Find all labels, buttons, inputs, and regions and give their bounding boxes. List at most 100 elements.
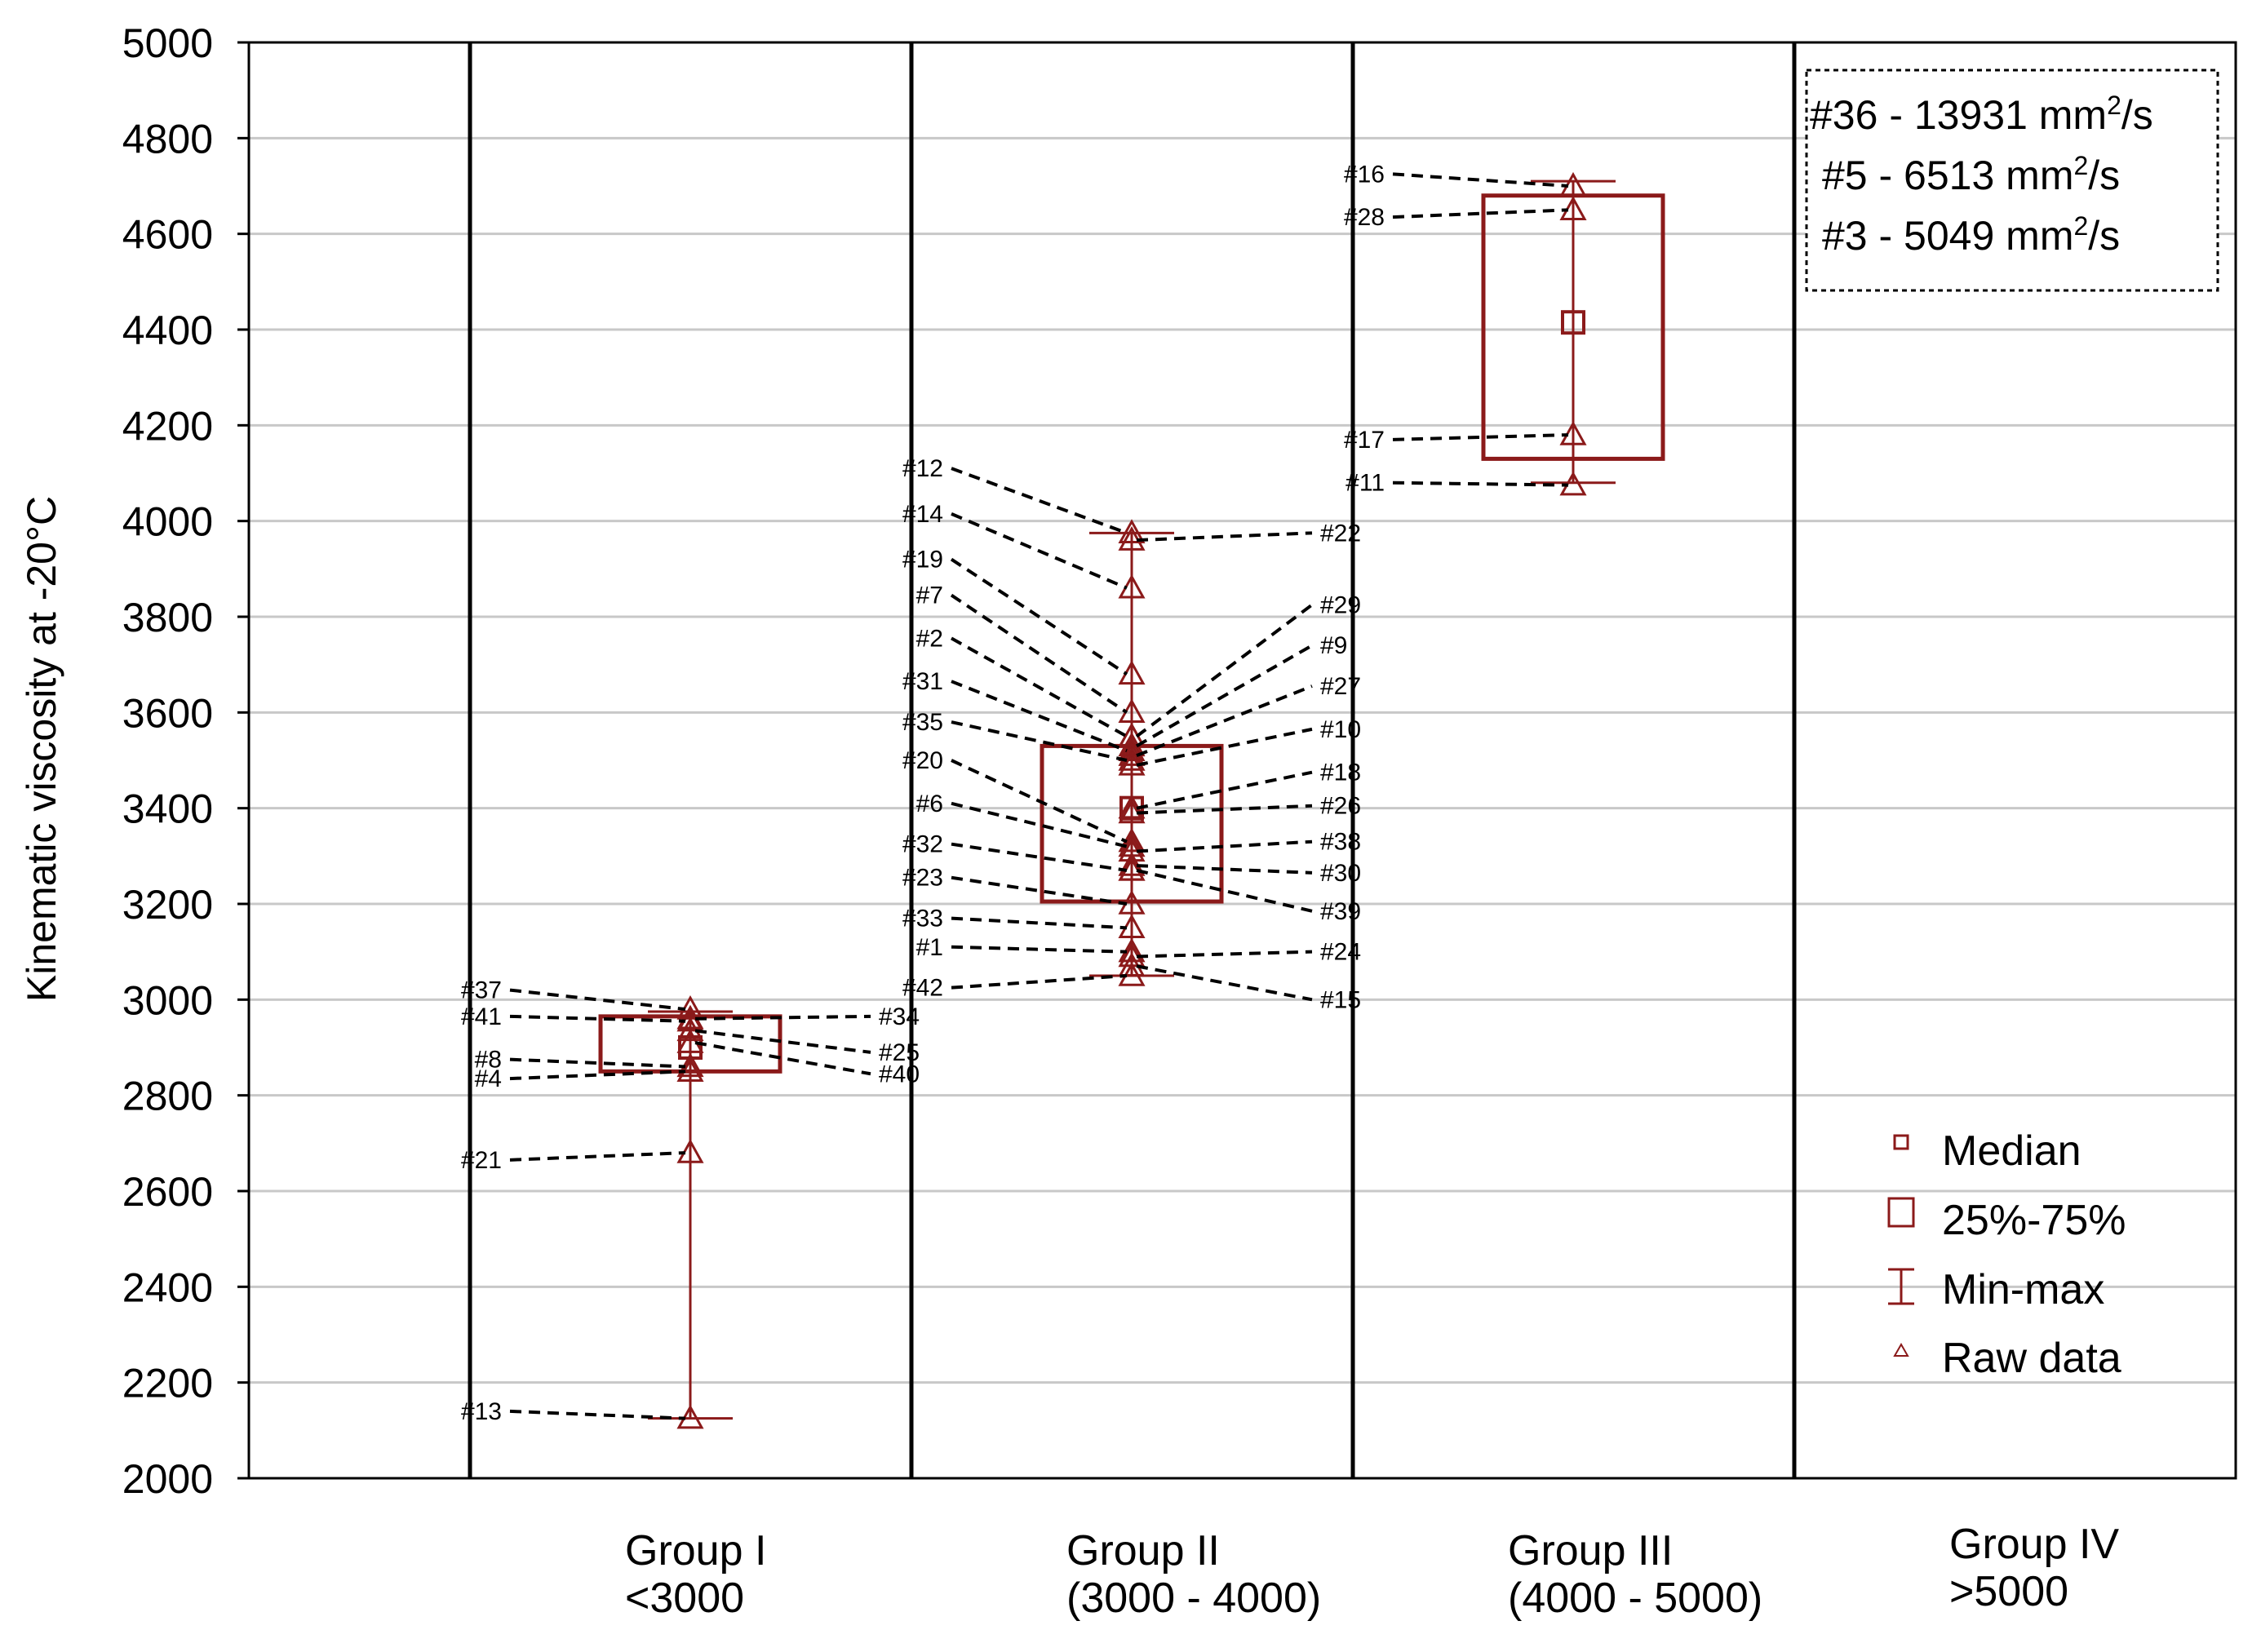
annotation-line: #5 - 6513 mm2/s	[1822, 151, 2120, 198]
y-axis-label: Kinematic viscosity at -20°C	[19, 496, 64, 1002]
leader-line	[509, 1070, 686, 1081]
raw-data-label: #4	[475, 1065, 502, 1092]
y-tick-label: 3800	[122, 595, 213, 640]
median-marker	[1561, 310, 1585, 335]
leader-line	[1136, 868, 1313, 913]
plot-frame	[247, 41, 2237, 1480]
annotation-unit: /s	[2121, 92, 2153, 138]
leader-line	[951, 875, 1128, 906]
y-tick-label: 2600	[122, 1169, 213, 1215]
raw-data-label: #23	[902, 865, 943, 892]
leader-line	[1136, 964, 1313, 1002]
outlier-annotation-box: #36 - 13931 mm2/s#5 - 6513 mm2/s#3 - 504…	[1805, 69, 2219, 292]
annotation-superscript: 2	[2073, 211, 2088, 241]
annotation-frame	[1805, 69, 2219, 292]
leader-line	[1136, 684, 1313, 757]
raw-data-label: #27	[1320, 673, 1361, 700]
raw-data-label: #8	[475, 1047, 502, 1074]
box-series	[598, 171, 1665, 1429]
legend-median-symbol	[1893, 1134, 1909, 1150]
raw-data-label: #31	[902, 668, 943, 695]
raw-data-label: #2	[916, 625, 943, 652]
leader-line	[509, 1151, 686, 1162]
raw-data-label: #26	[1320, 793, 1361, 820]
raw-data-label: #39	[1320, 898, 1361, 925]
raw-data-label: #1	[916, 934, 943, 961]
raw-data-label: #32	[902, 831, 943, 858]
leader-line	[509, 1014, 686, 1023]
y-tick-label: 2800	[122, 1074, 213, 1119]
raw-data-labels: #37#41 #8#4 #21 #13 #34 #25#40 #12 #14 #19 #7 #2 #3…	[461, 161, 1569, 1425]
legend-raw-symbol	[1893, 1342, 1909, 1357]
leader-line	[694, 1041, 871, 1076]
leader-line	[694, 1029, 871, 1054]
leader-line	[1136, 727, 1313, 767]
leader-line	[1392, 208, 1569, 219]
raw-data-label: #6	[916, 791, 943, 817]
y-tick-label: 2200	[122, 1361, 213, 1406]
leader-line	[1136, 770, 1313, 810]
raw-data-label: #9	[1320, 632, 1347, 659]
raw-data-label: #37	[461, 977, 502, 1004]
raw-data-label: #16	[1344, 161, 1385, 188]
leader-line	[951, 680, 1128, 753]
x-category-line2: (3000 - 4000)	[1066, 1574, 1321, 1622]
raw-data-label: #11	[1346, 470, 1385, 497]
x-category-label: Group II (3000 - 4000)	[1066, 1527, 1321, 1622]
x-category-label: Group IV >5000	[1949, 1521, 2119, 1615]
annotation-text: #5 - 6513 mm	[1822, 153, 2073, 198]
legend-entry-label: Min-max	[1942, 1266, 2104, 1313]
leader-line	[950, 593, 1128, 714]
x-category-label: Group III (4000 - 5000)	[1508, 1527, 1762, 1622]
y-tick-label: 2400	[122, 1264, 213, 1310]
raw-data-label: #30	[1320, 860, 1361, 887]
raw-data-label: #13	[461, 1398, 502, 1425]
raw-data-label: #42	[902, 975, 943, 1002]
annotation-text: #3 - 5049 mm	[1822, 213, 2073, 259]
leader-line	[1392, 433, 1569, 441]
iqr-box	[598, 1014, 782, 1074]
y-tick-label: 3600	[122, 690, 213, 736]
group-dividers	[468, 42, 1797, 1478]
legend-box-symbol	[1887, 1197, 1915, 1228]
raw-data-label: #22	[1320, 520, 1361, 547]
y-tick-label: 3000	[122, 977, 213, 1023]
y-tick-label: 4600	[122, 212, 213, 258]
x-category-label: Group I <3000	[625, 1527, 766, 1622]
x-category-line1: Group II	[1066, 1527, 1220, 1574]
raw-data-label: #35	[902, 709, 943, 736]
leader-line	[1136, 531, 1313, 543]
raw-data-point	[1118, 737, 1146, 761]
annotation-line: #3 - 5049 mm2/s	[1822, 211, 2120, 259]
raw-data-label: #21	[461, 1147, 502, 1174]
y-tick-label: 4000	[122, 499, 213, 545]
leader-line	[509, 988, 686, 1012]
legend: Median 25%-75% Min-max Raw data	[1887, 1127, 2126, 1382]
raw-data-point	[1118, 519, 1146, 544]
y-tick-label: 5000	[122, 20, 213, 66]
annotation-superscript: 2	[2107, 91, 2121, 120]
leader-line	[951, 759, 1128, 844]
raw-data-label: #15	[1320, 986, 1361, 1013]
annotation-line: #36 - 13931 mm2/s	[1810, 91, 2153, 138]
leader-line	[1136, 864, 1313, 875]
raw-data-label: #38	[1320, 829, 1361, 856]
raw-data-label: #17	[1344, 427, 1385, 454]
raw-data-label: #33	[902, 906, 943, 932]
y-axis: 2000 2200 2400 2600 2800 3000 3200 3400 3600 3800…	[122, 20, 249, 1502]
leader-line	[1135, 603, 1314, 738]
annotation-unit: /s	[2088, 153, 2120, 198]
leader-line	[951, 916, 1128, 930]
annotation-unit: /s	[2088, 213, 2120, 259]
leader-line	[1136, 839, 1313, 853]
y-tick-label: 4400	[122, 308, 213, 353]
raw-data-label: #18	[1320, 760, 1361, 786]
leader-line	[1136, 644, 1313, 748]
y-tick-label: 4800	[122, 116, 213, 162]
raw-data-label: #25	[879, 1039, 920, 1066]
leader-line	[951, 801, 1128, 848]
leader-line	[1136, 950, 1313, 959]
legend-entry-label: Median	[1942, 1127, 2081, 1175]
leader-line	[694, 1014, 871, 1021]
